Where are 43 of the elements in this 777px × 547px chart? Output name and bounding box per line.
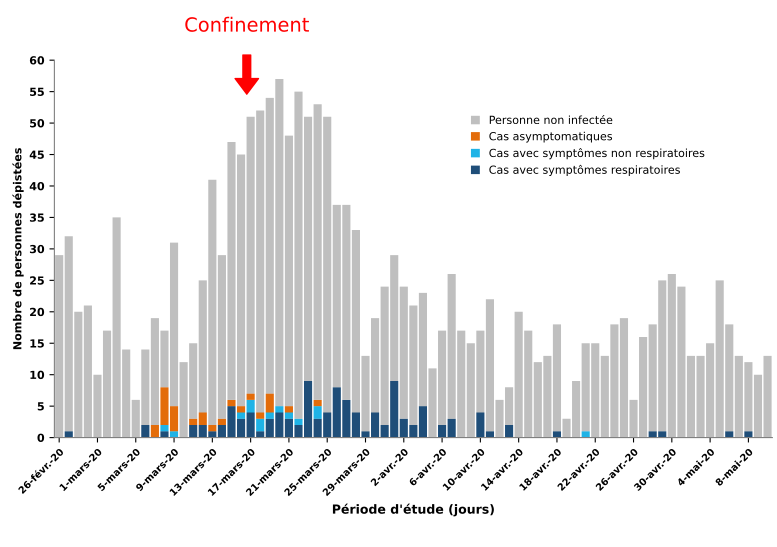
bar <box>256 418 264 432</box>
y-tick-label: 45 <box>30 150 44 159</box>
y-tick-label: 35 <box>30 213 44 222</box>
y-tick-label: 55 <box>30 88 44 96</box>
bar <box>160 425 169 432</box>
y-tick-label: 15 <box>30 339 44 348</box>
y-tick-label: 20 <box>30 308 44 316</box>
bar <box>236 406 246 412</box>
bar <box>725 431 734 438</box>
bar <box>314 400 322 406</box>
y-tick-label: 25 <box>30 276 44 285</box>
legend-label: Cas asymptomatiques <box>489 132 612 143</box>
bar <box>246 394 255 400</box>
bar <box>218 418 226 426</box>
bar <box>246 400 255 412</box>
bar <box>266 394 274 412</box>
bar <box>284 412 293 419</box>
bar <box>236 412 246 419</box>
legend-label: Cas avec symptômes non respiratoires <box>489 148 704 160</box>
bar <box>141 425 150 438</box>
legend-label: Personne non infectée <box>490 115 612 124</box>
bar <box>294 418 303 426</box>
y-tick-label: 0 <box>37 434 44 442</box>
x-axis-title: Période d'étude (jours) <box>332 504 494 516</box>
y-tick-label: 10 <box>30 370 44 380</box>
legend-label: Cas avec symptômes respiratoires <box>489 164 680 176</box>
text: Confinement <box>185 16 309 32</box>
bar <box>266 412 274 419</box>
y-axis-title: Nombre de personnes dépistées <box>12 148 24 350</box>
bar <box>64 431 73 438</box>
y-tick-label: 30 <box>30 244 44 254</box>
y-tick-label: 5 <box>38 402 44 411</box>
y-tick-label: 50 <box>30 119 44 128</box>
bar <box>256 412 264 419</box>
bar <box>284 406 293 412</box>
bar <box>275 406 284 412</box>
y-tick-label: 60 <box>30 56 44 65</box>
bar <box>150 425 159 438</box>
bar <box>314 406 322 419</box>
y-tick-label: 40 <box>30 182 44 190</box>
bar <box>505 425 514 438</box>
bar <box>208 425 216 432</box>
bar <box>227 400 236 406</box>
